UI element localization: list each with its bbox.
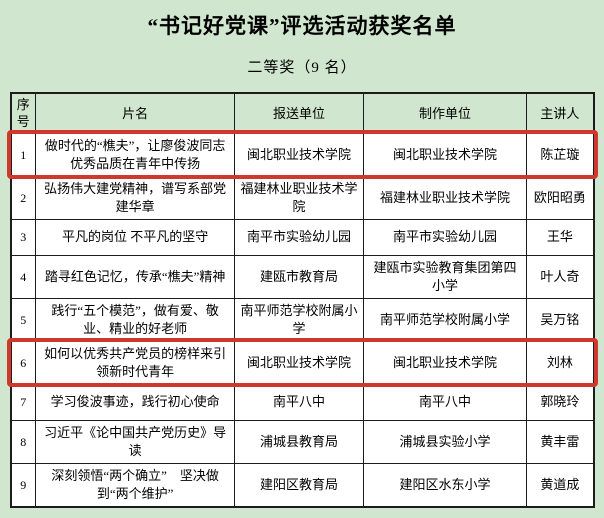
table-row: 3 平凡的岗位 不平凡的坚守 南平市实验幼儿园 南平市实验幼儿园 王华 — [10, 218, 594, 256]
table-row: 2 弘扬伟大建党精神，谱写系部党建华章 福建林业职业技术学院 福建林业职业技术学… — [10, 175, 594, 220]
page-subtitle: 二等奖（9 名） — [247, 60, 357, 76]
cell-title: 学习俊波事迹，践行初心使命 — [34, 383, 236, 421]
cell-producer-unit: 南平市实验幼儿园 — [362, 218, 528, 256]
cell-speaker: 陈芷璇 — [526, 132, 594, 177]
cell-title: 习近平《论中国共产党历史》导读 — [34, 419, 236, 464]
header-title: 片名 — [34, 92, 236, 134]
cell-speaker: 黄道成 — [526, 462, 594, 507]
header-speaker: 主讲人 — [526, 92, 594, 134]
cell-submit-unit: 建阳区教育局 — [234, 462, 364, 507]
cell-title: 平凡的岗位 不平凡的坚守 — [34, 218, 236, 256]
header-producer-unit: 制作单位 — [362, 92, 528, 134]
table-row: 7 学习俊波事迹，践行初心使命 南平八中 南平八中 郭晓玲 — [10, 383, 594, 421]
cell-producer-unit: 建瓯市实验教育集团第四小学 — [362, 254, 528, 299]
cell-submit-unit: 南平八中 — [234, 383, 364, 421]
cell-no: 8 — [10, 419, 36, 464]
award-table-wrap: 序号 片名 报送单位 制作单位 主讲人 1 做时代的“樵夫”，让廖俊波同志优秀品… — [6, 92, 598, 508]
cell-no: 4 — [10, 254, 36, 299]
cell-speaker: 欧阳昭勇 — [526, 175, 594, 220]
cell-submit-unit: 浦城县教育局 — [234, 419, 364, 464]
cell-speaker: 黄丰雷 — [526, 419, 594, 464]
cell-title: 践行“五个模范”，做有爱、敬业、精业的好老师 — [34, 297, 236, 342]
cell-submit-unit: 建瓯市教育局 — [234, 254, 364, 299]
cell-speaker: 王华 — [526, 218, 594, 256]
cell-no: 6 — [10, 340, 36, 385]
table-header: 序号 片名 报送单位 制作单位 主讲人 — [10, 92, 594, 134]
cell-submit-unit: 闽北职业技术学院 — [234, 340, 364, 385]
cell-no: 5 — [10, 297, 36, 342]
header-submit-unit: 报送单位 — [234, 92, 364, 134]
award-table: 序号 片名 报送单位 制作单位 主讲人 1 做时代的“樵夫”，让廖俊波同志优秀品… — [9, 92, 595, 508]
cell-no: 3 — [10, 218, 36, 256]
cell-title: 踏寻红色记忆，传承“樵夫”精神 — [34, 254, 236, 299]
table-row: 4 踏寻红色记忆，传承“樵夫”精神 建瓯市教育局 建瓯市实验教育集团第四小学 叶… — [10, 254, 594, 299]
table-row: 8 习近平《论中国共产党历史》导读 浦城县教育局 浦城县实验小学 黄丰雷 — [10, 419, 594, 464]
table-row: 5 践行“五个模范”，做有爱、敬业、精业的好老师 南平师范学校附属小学 南平师范… — [10, 297, 594, 342]
cell-submit-unit: 闽北职业技术学院 — [234, 132, 364, 177]
cell-no: 2 — [10, 175, 36, 220]
cell-submit-unit: 福建林业职业技术学院 — [234, 175, 364, 220]
cell-producer-unit: 福建林业职业技术学院 — [362, 175, 528, 220]
cell-producer-unit: 南平师范学校附属小学 — [362, 297, 528, 342]
cell-submit-unit: 南平师范学校附属小学 — [234, 297, 364, 342]
cell-title: 如何以优秀共产党员的榜样来引领新时代青年 — [34, 340, 236, 385]
table-row: 1 做时代的“樵夫”，让廖俊波同志优秀品质在青年中传扬 闽北职业技术学院 闽北职… — [10, 132, 594, 177]
cell-producer-unit: 建阳区水东小学 — [362, 462, 528, 507]
table-row: 6 如何以优秀共产党员的榜样来引领新时代青年 闽北职业技术学院 闽北职业技术学院… — [10, 340, 594, 385]
cell-no: 7 — [10, 383, 36, 421]
cell-speaker: 吴万铭 — [526, 297, 594, 342]
cell-speaker: 刘林 — [526, 340, 594, 385]
cell-producer-unit: 闽北职业技术学院 — [362, 132, 528, 177]
cell-speaker: 郭晓玲 — [526, 383, 594, 421]
cell-producer-unit: 南平八中 — [362, 383, 528, 421]
cell-title: 弘扬伟大建党精神，谱写系部党建华章 — [34, 175, 236, 220]
cell-title: 做时代的“樵夫”，让廖俊波同志优秀品质在青年中传扬 — [34, 132, 236, 177]
cell-submit-unit: 南平市实验幼儿园 — [234, 218, 364, 256]
header-no: 序号 — [10, 92, 36, 134]
cell-no: 1 — [10, 132, 36, 177]
cell-title: 深刻领悟“两个确立” 坚决做到“两个维护” — [34, 462, 236, 507]
cell-speaker: 叶人奇 — [526, 254, 594, 299]
cell-producer-unit: 闽北职业技术学院 — [362, 340, 528, 385]
table-body: 1 做时代的“樵夫”，让廖俊波同志优秀品质在青年中传扬 闽北职业技术学院 闽北职… — [10, 132, 594, 507]
cell-no: 9 — [10, 462, 36, 507]
page-title: “书记好党课”评选活动获奖名单 — [147, 14, 457, 38]
cell-producer-unit: 浦城县实验小学 — [362, 419, 528, 464]
header-row: 序号 片名 报送单位 制作单位 主讲人 — [10, 92, 594, 134]
table-row: 9 深刻领悟“两个确立” 坚决做到“两个维护” 建阳区教育局 建阳区水东小学 黄… — [10, 462, 594, 507]
